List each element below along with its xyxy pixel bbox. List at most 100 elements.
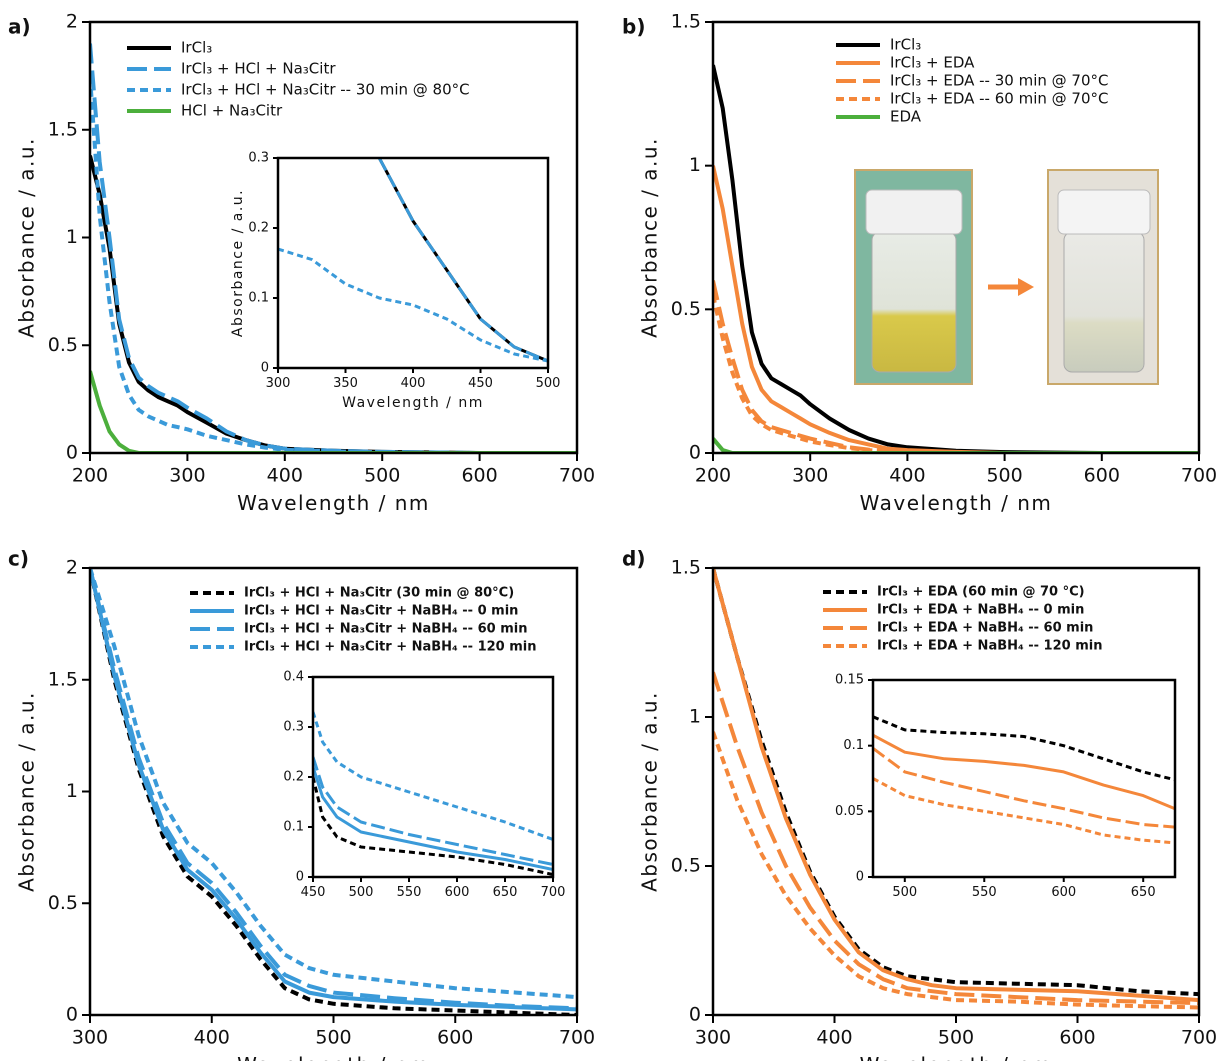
x-tick-label: 500: [536, 376, 561, 391]
y-tick-label: 0.1: [248, 291, 269, 306]
axes-frame: [88, 566, 579, 1017]
data-line: [873, 777, 1175, 845]
inset: 500 550 600 650 0 0.05 0.1 0.15: [835, 673, 1177, 900]
legend-label: IrCl₃: [890, 36, 921, 54]
data-line: [713, 567, 1199, 1003]
plot-lines: [873, 715, 1175, 845]
legend-label: IrCl₃ + EDA -- 30 min @ 70°C: [890, 72, 1108, 90]
legend-label: IrCl₃ + EDA (60 min @ 70 °C): [877, 585, 1085, 600]
y-tick-label: 0.3: [283, 720, 304, 735]
data-line: [713, 567, 1199, 997]
data-line: [90, 567, 577, 1000]
x-axis-label: Wavelength / nm: [860, 491, 1053, 515]
photo-before: [854, 169, 973, 385]
legend-label: IrCl₃: [181, 39, 212, 57]
panel-label: a): [8, 15, 31, 39]
data-line: [377, 157, 548, 363]
x-tick-label: 400: [267, 465, 303, 487]
x-tick-label: 300: [169, 465, 205, 487]
data-line: [873, 747, 1175, 829]
y-tick-label: 0: [689, 1004, 701, 1026]
x-tick-label: 400: [889, 465, 925, 487]
legend-label: IrCl₃ + HCl + Na₃Citr + NaBH₄ -- 120 min: [244, 640, 537, 655]
plot-lines: [313, 711, 553, 876]
y-tick-label: 2: [66, 557, 78, 579]
data-line: [90, 567, 577, 1015]
axes-frame: [88, 20, 579, 455]
data-line: [713, 671, 1199, 1006]
x-tick-label: 700: [559, 1027, 595, 1049]
photo-after: [1047, 169, 1159, 385]
legend-label: IrCl₃ + HCl + Na₃Citr + NaBH₄ -- 60 min: [244, 622, 527, 637]
legend-label: EDA: [890, 108, 922, 126]
axes-frame: [276, 156, 550, 370]
arrow: [988, 278, 1034, 296]
panel-label: b): [622, 15, 645, 39]
y-tick-label: 2: [66, 11, 78, 33]
y-axis-label: Absorbance / a.u.: [638, 137, 662, 338]
legend-label: HCl + Na₃Citr: [181, 102, 283, 120]
legend-label: IrCl₃ + EDA: [890, 54, 975, 72]
axes-frame: [311, 675, 555, 879]
x-tick-label: 700: [559, 465, 595, 487]
x-tick-label: 600: [1051, 885, 1076, 900]
legend-label: IrCl₃ + HCl + Na₃Citr -- 30 min @ 80°C: [181, 81, 470, 99]
y-axis-label: Absorbance / a.u.: [638, 691, 662, 892]
y-tick-label: 0.2: [248, 221, 269, 236]
y-tick-label: 0.5: [48, 334, 78, 356]
inset: 300 350 400 450 500 0 0.1 0.2 0.3 Wavelength / nm…: [230, 151, 560, 411]
plot-lines: [278, 157, 548, 363]
x-tick-label: 350: [333, 376, 358, 391]
x-tick-label: 200: [72, 465, 108, 487]
y-tick-label: 0.5: [671, 855, 701, 877]
y-tick-label: 0.3: [248, 151, 269, 166]
panel: 300 400 500 600 700 0 0.5 1 1.5 Wavelength / nm Ab…: [622, 547, 1217, 1061]
x-axis-label: Wavelength / nm: [237, 491, 430, 515]
x-axis-label: Wavelength / nm: [342, 395, 484, 411]
y-tick-label: 0.5: [671, 298, 701, 320]
y-axis-label: Absorbance / a.u.: [15, 691, 39, 892]
panel-label: c): [8, 547, 29, 571]
panel: 200 300 400 500 600 700 0 0.5 1 1.5 Wavelength / n…: [622, 11, 1217, 516]
data-line: [313, 776, 553, 876]
y-tick-label: 1: [689, 706, 701, 728]
y-tick-label: 1: [689, 154, 701, 176]
axes-frame: [871, 678, 1177, 879]
x-tick-label: 450: [301, 885, 326, 900]
x-tick-label: 500: [938, 1027, 974, 1049]
y-tick-label: 0.4: [283, 670, 304, 685]
y-tick-label: 0: [856, 870, 864, 885]
panel: 200 300 400 500 600 700 0 0.5 1 1.5 2 Wavelength / …: [8, 11, 595, 516]
data-line: [313, 766, 553, 871]
data-line: [313, 711, 553, 841]
y-tick-label: 1.5: [671, 557, 701, 579]
y-tick-label: 1.5: [48, 668, 78, 690]
y-axis-label: Absorbance / a.u.: [230, 189, 246, 337]
x-tick-label: 300: [266, 376, 291, 391]
x-tick-label: 700: [541, 885, 566, 900]
legend: IrCl₃ + HCl + Na₃Citr (30 min @ 80°C) IrC…: [190, 586, 537, 655]
y-tick-label: 0.1: [843, 738, 864, 753]
y-tick-label: 0.15: [835, 673, 864, 688]
legend-label: IrCl₃ + HCl + Na₃Citr (30 min @ 80°C): [244, 586, 514, 601]
data-line: [90, 567, 577, 1012]
data-line: [873, 733, 1175, 811]
x-tick-label: 200: [695, 465, 731, 487]
legend: IrCl₃ + EDA (60 min @ 70 °C) IrCl₃ + EDA …: [823, 585, 1102, 654]
inset-background: [278, 158, 548, 368]
x-tick-label: 500: [315, 1027, 351, 1049]
y-tick-label: 0.2: [283, 770, 304, 785]
x-tick-label: 650: [1131, 885, 1156, 900]
legend: IrCl₃ IrCl₃ + HCl + Na₃Citr IrCl₃ + HCl + …: [127, 39, 470, 120]
y-tick-label: 0: [261, 361, 269, 376]
x-tick-label: 700: [1181, 1027, 1217, 1049]
x-tick-label: 500: [892, 885, 917, 900]
x-tick-label: 600: [437, 1027, 473, 1049]
x-tick-label: 600: [1059, 1027, 1095, 1049]
plot-lines: [90, 43, 577, 453]
x-tick-label: 550: [972, 885, 997, 900]
x-tick-label: 400: [194, 1027, 230, 1049]
x-tick-label: 300: [72, 1027, 108, 1049]
x-tick-label: 650: [493, 885, 518, 900]
